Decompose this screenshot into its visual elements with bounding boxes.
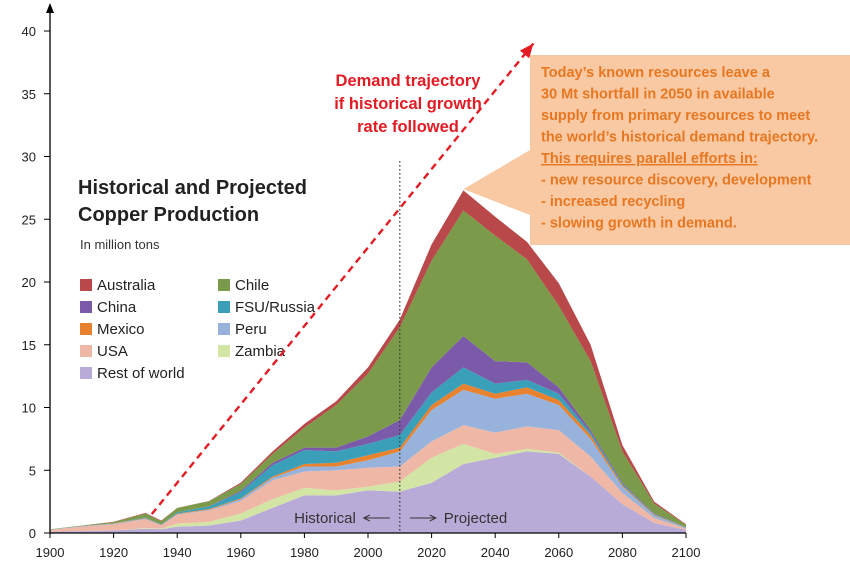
legend-label: Mexico (97, 321, 145, 338)
legend-swatch (80, 301, 92, 313)
y-tick-label: 5 (29, 463, 36, 478)
y-tick-label: 25 (22, 212, 36, 227)
legend-label: USA (97, 343, 128, 360)
x-tick-label: 1980 (290, 545, 319, 560)
trajectory-arrowhead (519, 43, 534, 59)
x-tick-label: 2000 (354, 545, 383, 560)
x-tick-label: 1920 (99, 545, 128, 560)
area-series (50, 383, 686, 530)
callout-text: - increased recycling (541, 194, 685, 210)
overlay: 0 5 10 15 20 25 30 35 40 1900 1920 1940 1960 1980 2000… (22, 3, 850, 560)
demand-trajectory (150, 42, 535, 515)
trajectory-label: Demand trajectory (336, 72, 482, 90)
callout-text: - new resource discovery, development (541, 173, 812, 189)
callout-text: the world’s historical demand trajectory… (541, 130, 818, 146)
x-tick-label: 1940 (163, 545, 192, 560)
y-tick-label: 20 (22, 275, 36, 290)
legend-label: China (97, 299, 137, 316)
legend-label: Chile (235, 277, 269, 294)
y-tick-label: 40 (22, 24, 36, 39)
callout-text: Today’s known resources leave a (541, 65, 771, 81)
legend-label: FSU/Russia (235, 299, 316, 316)
legend-swatch (80, 279, 92, 291)
legend-swatch (218, 301, 230, 313)
y-axis-arrow (46, 3, 54, 13)
area-series (50, 389, 686, 530)
area-series (50, 451, 686, 533)
areas (50, 190, 686, 533)
historical-label: Historical (294, 510, 356, 527)
chart-subtitle: In million tons (80, 237, 160, 252)
legend-label: Rest of world (97, 365, 185, 382)
area-series (50, 425, 686, 532)
legend-swatch (80, 323, 92, 335)
y-tick-label: 0 (29, 526, 36, 541)
y-tick-label: 10 (22, 401, 36, 416)
y-tick-label: 35 (22, 87, 36, 102)
x-tick-label: 2040 (481, 545, 510, 560)
legend-label: Australia (97, 277, 156, 294)
x-tick-label: 2100 (672, 545, 701, 560)
arrow-left (362, 514, 390, 522)
chart-title: Historical and Projected (78, 177, 307, 199)
x-tick-label: 1900 (36, 545, 65, 560)
chart-title: Copper Production (78, 204, 259, 226)
legend-swatch (218, 279, 230, 291)
trajectory-label: if historical growth (334, 95, 482, 113)
y-tick-label: 15 (22, 338, 36, 353)
area-series (50, 367, 686, 530)
callout-text: This requires parallel efforts in: (541, 151, 758, 167)
x-tick-label: 2060 (544, 545, 573, 560)
legend-swatch (218, 323, 230, 335)
legend-swatch (80, 367, 92, 379)
callout-box (463, 55, 850, 245)
callout-text: 30 Mt shortfall in 2050 in available (541, 87, 775, 103)
legend-swatch (80, 345, 92, 357)
y-tick-label: 30 (22, 150, 36, 165)
callout-text: - slowing growth in demand. (541, 216, 737, 232)
trajectory-label: rate followed (357, 118, 459, 136)
area-series (50, 443, 686, 532)
x-tick-label: 2020 (417, 545, 446, 560)
callout-text: supply from primary resources to meet (541, 108, 810, 124)
x-tick-label: 1960 (226, 545, 255, 560)
legend-label: Zambia (235, 343, 286, 360)
legend-label: Peru (235, 321, 267, 338)
arrow-right (409, 514, 437, 522)
legend-swatch (218, 345, 230, 357)
area-series (50, 210, 686, 530)
x-tick-label: 2080 (608, 545, 637, 560)
projected-label: Projected (444, 510, 507, 527)
